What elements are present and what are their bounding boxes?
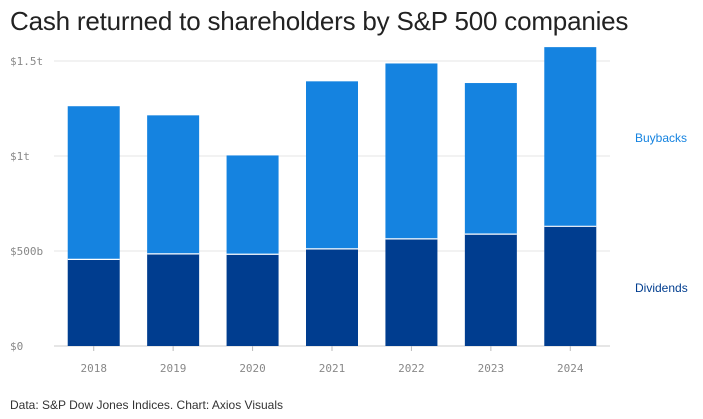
y-tick-label: $1t: [10, 150, 30, 163]
bar-buybacks-2018: [67, 106, 120, 260]
bar-buybacks-2020: [226, 155, 279, 255]
x-tick-label: 2024: [557, 362, 584, 375]
x-tick-label: 2020: [239, 362, 266, 375]
y-axis-ticks: $0 $500b $1t $1.5t: [10, 55, 43, 353]
y-tick-label: $1.5t: [10, 55, 43, 68]
legend-layer: Buybacks Dividends: [635, 131, 688, 295]
stacked-bar-chart: $0 $500b $1t $1.5t 2018 2019 2020 2021 2022 2023…: [10, 47, 688, 375]
bar-buybacks-2019: [147, 115, 200, 254]
y-tick-label: $500b: [10, 245, 43, 258]
bars-layer: [67, 47, 597, 346]
bar-buybacks-2022: [385, 63, 438, 239]
bar-dividends-2023: [464, 234, 517, 346]
bar-buybacks-2023: [464, 83, 517, 235]
legend-label-buybacks: Buybacks: [635, 131, 687, 145]
bar-dividends-2019: [147, 253, 200, 346]
bar-dividends-2020: [226, 254, 279, 346]
bar-dividends-2022: [385, 238, 438, 346]
bar-dividends-2021: [306, 248, 358, 346]
x-axis-ticks: 2018 2019 2020 2021 2022 2023 2024: [80, 346, 584, 375]
x-tick-label: 2023: [478, 362, 505, 375]
x-tick-label: 2021: [319, 362, 346, 375]
bar-buybacks-2021: [306, 81, 358, 249]
x-tick-label: 2019: [160, 362, 187, 375]
y-tick-label: $0: [10, 340, 23, 353]
bar-dividends-2024: [544, 226, 597, 346]
source-note: Data: S&P Dow Jones Indices. Chart: Axio…: [10, 398, 284, 412]
legend-label-dividends: Dividends: [635, 281, 688, 295]
x-tick-label: 2022: [398, 362, 425, 375]
chart-title: Cash returned to shareholders by S&P 500…: [10, 6, 629, 36]
bar-dividends-2018: [67, 259, 120, 346]
bar-buybacks-2024: [544, 47, 597, 227]
x-tick-label: 2018: [80, 362, 107, 375]
